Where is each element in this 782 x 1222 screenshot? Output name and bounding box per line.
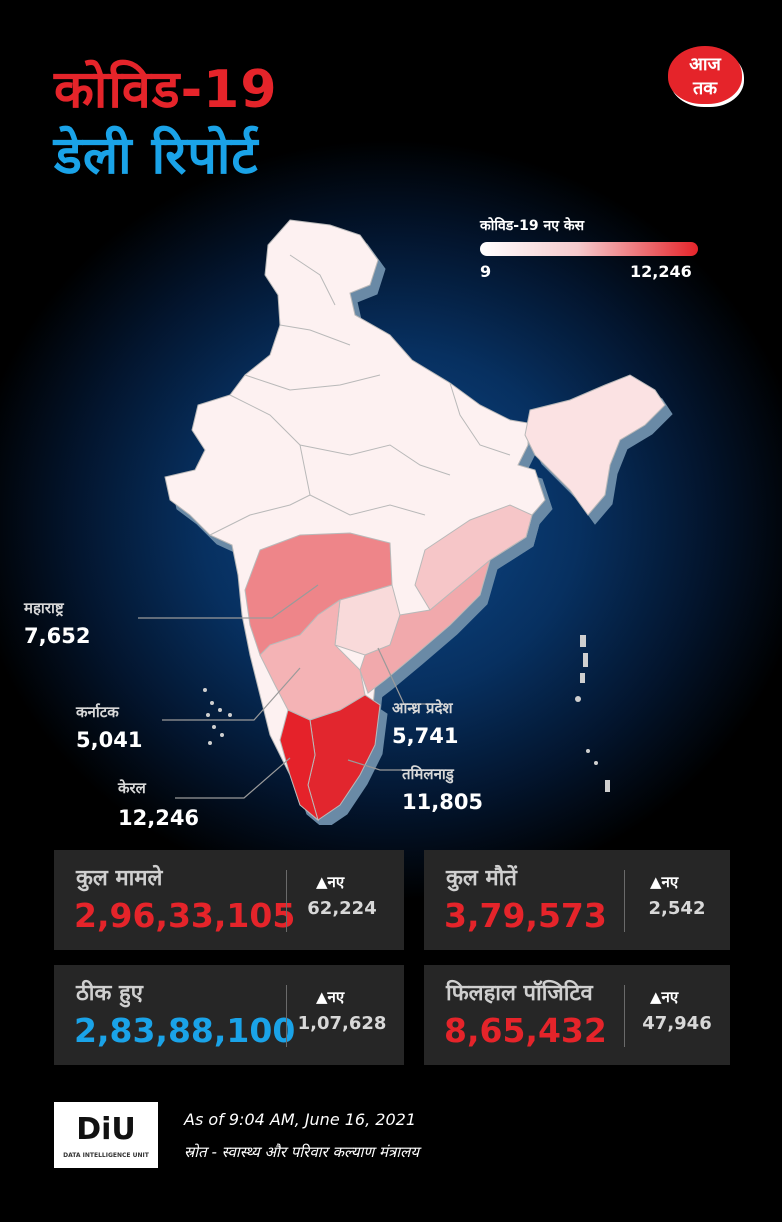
stat-card-total-cases: कुल मामले 2,96,33,105 ▲नए 62,224 <box>54 850 404 950</box>
logo-text-bottom: तक <box>692 78 718 99</box>
label-kerala: केरल <box>118 779 146 797</box>
stat-label: ठीक हुए <box>76 981 143 1006</box>
stat-new-label: ▲नए <box>316 988 345 1006</box>
stat-card-total-deaths: कुल मौतें 3,79,573 ▲नए 2,542 <box>424 850 730 950</box>
stat-new-label: ▲नए <box>650 873 679 891</box>
diu-logo-subtext: DATA INTELLIGENCE UNIT <box>63 1152 149 1159</box>
stat-new-value: 62,224 <box>307 898 377 919</box>
title-daily-report: डेली रिपोर्ट <box>54 126 259 186</box>
label-maharashtra: महाराष्ट्र <box>24 599 64 617</box>
stat-divider <box>624 985 625 1047</box>
stat-new-value: 2,542 <box>648 898 706 919</box>
stat-new-label: ▲नए <box>316 873 345 891</box>
kerala-region <box>279 709 319 822</box>
diu-logo: DiU DATA INTELLIGENCE UNIT <box>54 1102 158 1168</box>
stat-value: 3,79,573 <box>444 896 607 935</box>
stat-divider <box>286 870 287 932</box>
label-karnataka: कर्नाटक <box>76 703 119 721</box>
value-karnataka: 5,041 <box>76 728 143 752</box>
legend-max: 12,246 <box>630 262 692 281</box>
title-covid: कोविड-19 <box>54 60 278 120</box>
stat-card-recovered: ठीक हुए 2,83,88,100 ▲नए 1,07,628 <box>54 965 404 1065</box>
northeast-region <box>524 374 666 516</box>
logo-text-top: आज <box>689 54 721 75</box>
as-of-timestamp: As of 9:04 AM, June 16, 2021 <box>184 1110 416 1129</box>
stat-new-label: ▲नए <box>650 988 679 1006</box>
odisha-region <box>414 504 533 611</box>
label-tamil-nadu: तमिलनाडु <box>402 765 454 783</box>
diu-logo-text: DiU <box>76 1112 136 1147</box>
value-tamil-nadu: 11,805 <box>402 790 484 814</box>
value-kerala: 12,246 <box>118 806 200 830</box>
stat-value: 8,65,432 <box>444 1011 607 1050</box>
stat-divider <box>286 985 287 1047</box>
stat-new-value: 47,946 <box>642 1013 712 1034</box>
aaj-tak-logo: आज तक <box>668 46 742 104</box>
india-map <box>164 219 666 822</box>
stat-value: 2,96,33,105 <box>74 896 296 935</box>
value-maharashtra: 7,652 <box>24 624 91 648</box>
label-andhra-pradesh: आन्ध्र प्रदेश <box>392 699 453 717</box>
islands <box>203 635 610 792</box>
stat-label: कुल मौतें <box>446 866 517 891</box>
source-text: स्रोत - स्वास्थ्य और परिवार कल्याण मंत्र… <box>184 1143 420 1161</box>
stat-label: फिलहाल पॉजिटिव <box>446 981 593 1006</box>
stat-value: 2,83,88,100 <box>74 1011 296 1050</box>
stat-card-active: फिलहाल पॉजिटिव 8,65,432 ▲नए 47,946 <box>424 965 730 1065</box>
legend-color-bar <box>480 242 698 256</box>
legend-min: 9 <box>480 262 492 281</box>
stat-new-value: 1,07,628 <box>297 1013 387 1034</box>
value-andhra-pradesh: 5,741 <box>392 724 459 748</box>
stat-divider <box>624 870 625 932</box>
legend-title: कोविड-19 नए केस <box>480 218 585 234</box>
stat-label: कुल मामले <box>76 866 163 891</box>
